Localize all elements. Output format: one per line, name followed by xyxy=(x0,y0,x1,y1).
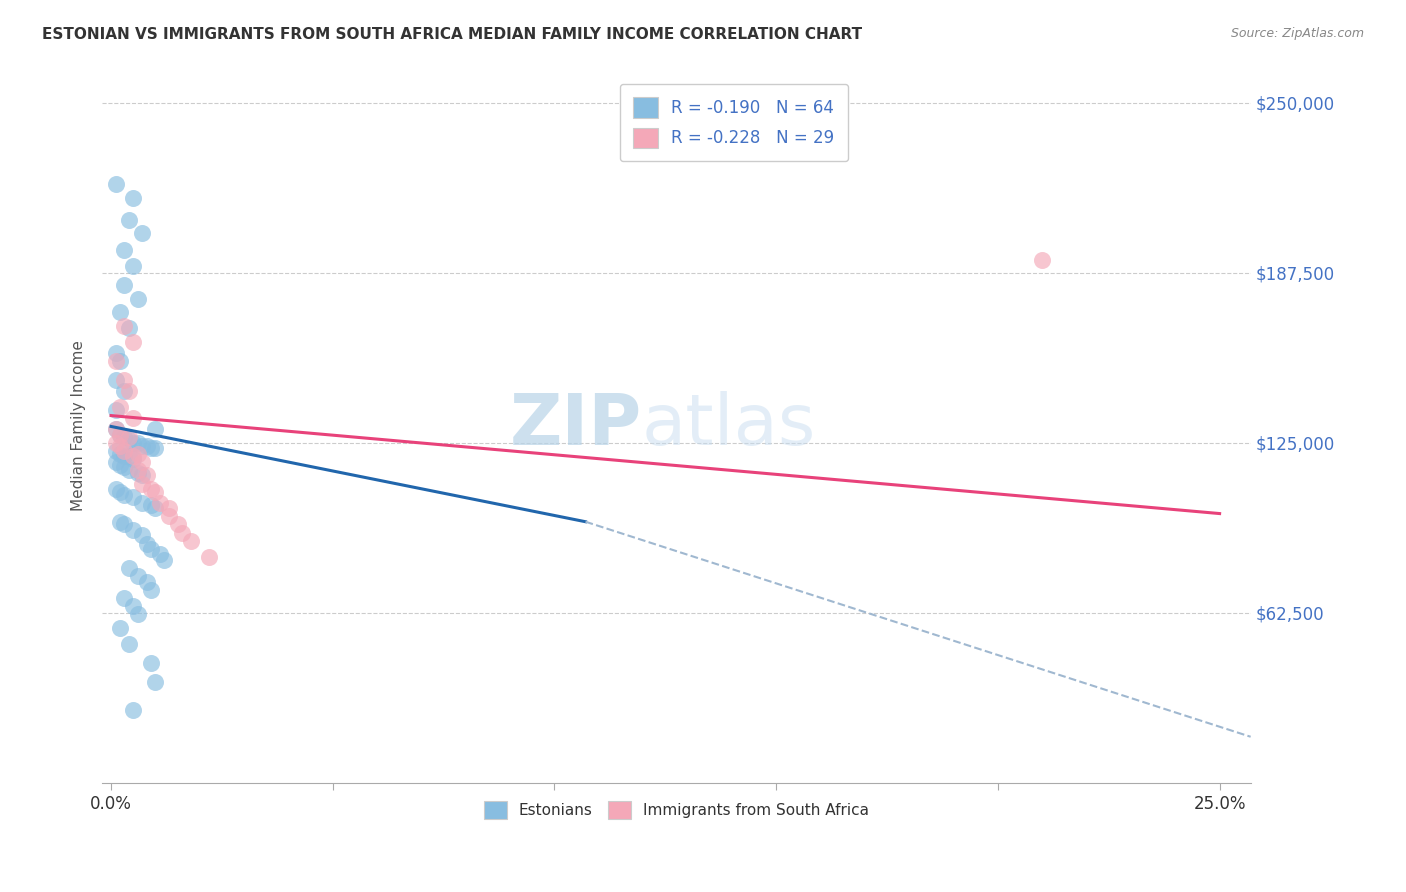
Point xyxy=(104,455,127,469)
Point xyxy=(135,574,157,589)
Point xyxy=(118,450,141,464)
Point xyxy=(108,427,131,442)
Point xyxy=(108,401,131,415)
Point xyxy=(112,487,135,501)
Point xyxy=(108,354,131,368)
Point xyxy=(118,430,141,444)
Point xyxy=(145,422,167,436)
Point xyxy=(122,259,145,273)
Point xyxy=(122,523,145,537)
Point xyxy=(122,334,145,349)
Point xyxy=(139,582,162,597)
Point xyxy=(104,403,127,417)
Point xyxy=(166,517,188,532)
Point xyxy=(197,550,219,565)
Point xyxy=(131,528,153,542)
Point xyxy=(112,450,135,464)
Point xyxy=(127,607,149,622)
Point xyxy=(108,621,131,635)
Point xyxy=(122,452,145,467)
Point xyxy=(131,468,153,483)
Point xyxy=(139,499,162,513)
Point xyxy=(122,490,145,504)
Point xyxy=(108,515,131,529)
Point xyxy=(104,422,127,436)
Point xyxy=(135,468,157,483)
Text: ZIP: ZIP xyxy=(510,392,643,460)
Point xyxy=(108,458,131,472)
Point xyxy=(1031,253,1053,268)
Point xyxy=(104,354,127,368)
Point xyxy=(127,466,149,480)
Point xyxy=(112,243,135,257)
Point xyxy=(118,463,141,477)
Point xyxy=(145,501,167,516)
Point xyxy=(112,318,135,333)
Point xyxy=(122,450,145,464)
Point xyxy=(157,509,180,524)
Point xyxy=(139,657,162,671)
Point xyxy=(157,501,180,516)
Point xyxy=(127,447,149,461)
Point xyxy=(118,384,141,398)
Point xyxy=(112,430,135,444)
Point xyxy=(180,533,202,548)
Point xyxy=(149,496,172,510)
Point xyxy=(112,460,135,475)
Point xyxy=(108,427,131,442)
Point xyxy=(131,438,153,452)
Point xyxy=(135,536,157,550)
Point xyxy=(122,599,145,613)
Point xyxy=(139,482,162,496)
Point xyxy=(104,178,127,192)
Point xyxy=(112,277,135,292)
Point xyxy=(122,702,145,716)
Point xyxy=(104,482,127,496)
Point xyxy=(108,484,131,499)
Point xyxy=(170,525,193,540)
Text: ESTONIAN VS IMMIGRANTS FROM SOUTH AFRICA MEDIAN FAMILY INCOME CORRELATION CHART: ESTONIAN VS IMMIGRANTS FROM SOUTH AFRICA… xyxy=(42,27,862,42)
Text: atlas: atlas xyxy=(643,392,817,460)
Point xyxy=(118,561,141,575)
Point xyxy=(104,422,127,436)
Point xyxy=(127,569,149,583)
Point xyxy=(112,591,135,605)
Point xyxy=(139,541,162,556)
Text: Source: ZipAtlas.com: Source: ZipAtlas.com xyxy=(1230,27,1364,40)
Point xyxy=(104,346,127,360)
Point xyxy=(122,411,145,425)
Point xyxy=(122,435,145,450)
Point xyxy=(104,435,127,450)
Point xyxy=(118,212,141,227)
Point xyxy=(153,553,176,567)
Point xyxy=(135,438,157,452)
Point xyxy=(122,191,145,205)
Point xyxy=(104,373,127,387)
Point xyxy=(131,455,153,469)
Point xyxy=(112,517,135,532)
Point xyxy=(145,442,167,456)
Point xyxy=(112,373,135,387)
Point xyxy=(127,292,149,306)
Point xyxy=(118,637,141,651)
Y-axis label: Median Family Income: Median Family Income xyxy=(72,341,86,511)
Legend: Estonians, Immigrants from South Africa: Estonians, Immigrants from South Africa xyxy=(478,795,876,825)
Point xyxy=(139,442,162,456)
Point xyxy=(145,484,167,499)
Point xyxy=(131,496,153,510)
Point xyxy=(127,463,149,477)
Point xyxy=(131,476,153,491)
Point xyxy=(104,444,127,458)
Point xyxy=(118,321,141,335)
Point xyxy=(108,438,131,452)
Point xyxy=(108,305,131,319)
Point xyxy=(145,675,167,690)
Point xyxy=(118,433,141,447)
Point xyxy=(131,226,153,240)
Point xyxy=(149,548,172,562)
Point xyxy=(112,444,135,458)
Point xyxy=(108,447,131,461)
Point xyxy=(127,435,149,450)
Point xyxy=(112,384,135,398)
